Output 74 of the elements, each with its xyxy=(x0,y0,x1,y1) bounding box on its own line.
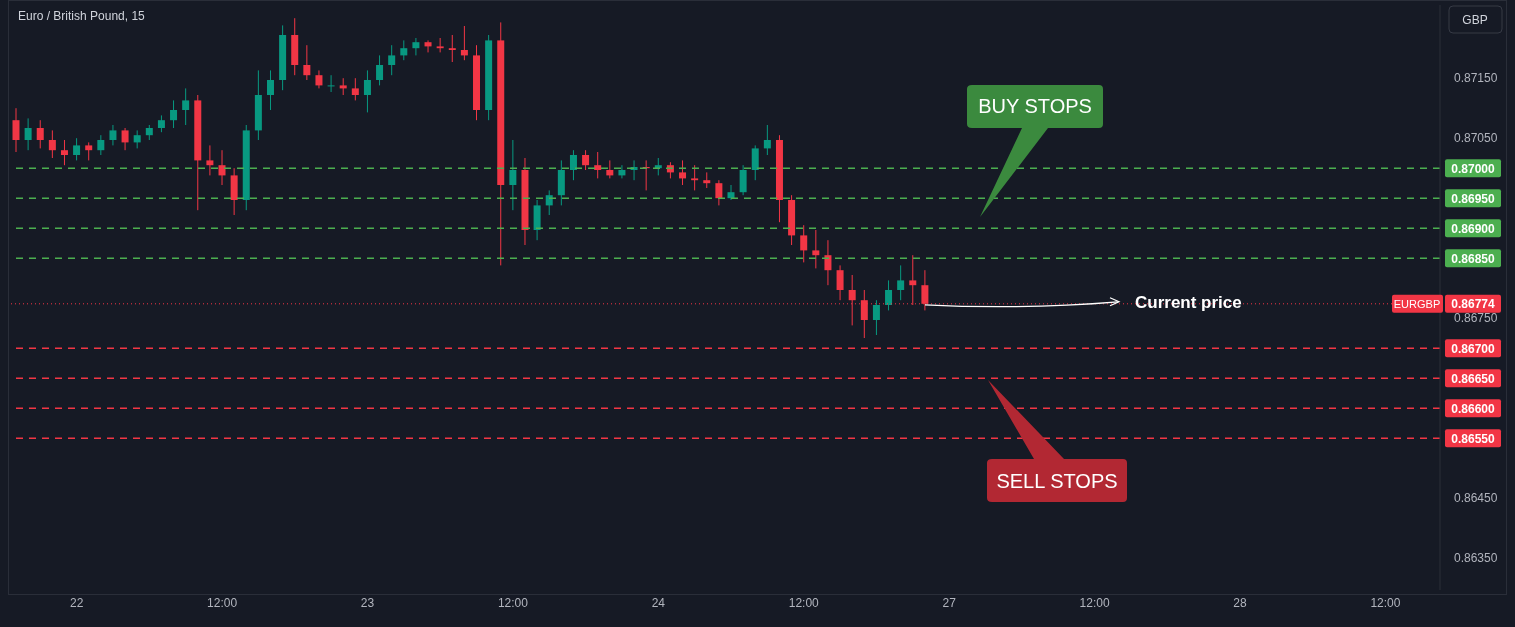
candlestick xyxy=(351,77,359,101)
candlestick xyxy=(448,34,456,63)
x-tick-label: 27 xyxy=(942,595,957,610)
candlestick xyxy=(739,164,747,196)
ref-line-label: 0.86600 xyxy=(1451,401,1496,416)
candlestick xyxy=(715,179,723,206)
x-tick-label: 12:00 xyxy=(497,595,529,610)
candlestick xyxy=(679,159,687,186)
x-tick-label: 12:00 xyxy=(1370,595,1401,610)
candlestick xyxy=(388,44,396,76)
x-tick-label: 12:00 xyxy=(1079,595,1110,610)
candlestick xyxy=(48,129,56,159)
y-tick-label: 0.87050 xyxy=(1454,131,1498,146)
chart-title: Euro / British Pound, 15 xyxy=(18,9,145,23)
candlestick xyxy=(763,124,771,156)
candlestick xyxy=(218,149,226,186)
candlestick xyxy=(691,164,699,191)
candlestick xyxy=(800,224,808,263)
annotation: Current price xyxy=(1135,292,1242,312)
candlestick xyxy=(327,74,335,93)
ref-line-label: 0.86950 xyxy=(1451,191,1496,206)
candlestick xyxy=(727,184,735,201)
x-tick-label: 28 xyxy=(1233,595,1248,610)
candlestick xyxy=(97,134,105,156)
candlestick xyxy=(12,107,20,153)
y-tick-label: 0.86350 xyxy=(1454,551,1498,566)
candlestick xyxy=(73,137,81,161)
candlestick xyxy=(206,144,214,176)
annotation: BUY STOPS xyxy=(978,95,1092,117)
candlestick xyxy=(24,117,32,151)
candlestick xyxy=(376,54,384,86)
candlestick xyxy=(266,69,274,111)
y-tick-label: 0.86750 xyxy=(1454,311,1498,326)
ref-line-label: 0.86900 xyxy=(1451,221,1496,236)
candlestick xyxy=(582,149,590,171)
candlestick xyxy=(36,119,44,149)
candlestick xyxy=(182,87,190,126)
y-tick-label: 0.87150 xyxy=(1454,71,1498,86)
candlestick xyxy=(60,139,68,166)
ref-line-label: 0.86550 xyxy=(1451,431,1496,446)
ref-line-label: 0.86850 xyxy=(1451,251,1496,266)
ref-line-label: 0.86650 xyxy=(1451,371,1496,386)
annotation: EURGBP xyxy=(1393,297,1441,310)
candlestick xyxy=(885,279,893,311)
candlestick xyxy=(812,229,820,269)
candlestick xyxy=(460,25,468,61)
x-tick-label: 22 xyxy=(69,595,84,610)
y-tick-label: 0.86450 xyxy=(1454,491,1498,506)
ref-line-label: 0.87000 xyxy=(1451,161,1496,176)
candlestick xyxy=(618,164,626,179)
x-tick-label: 24 xyxy=(651,595,666,610)
x-tick-label: 23 xyxy=(360,595,375,610)
candlestick xyxy=(594,151,602,179)
ref-line-label: 0.86774 xyxy=(1451,297,1496,312)
candlestick xyxy=(121,127,129,151)
candlestick xyxy=(751,144,759,181)
candlestick xyxy=(363,69,371,113)
ref-line-label: 0.86700 xyxy=(1451,341,1496,356)
candlestick xyxy=(412,37,420,56)
x-tick-label: 12:00 xyxy=(207,595,238,610)
candlestick xyxy=(824,239,832,286)
candlestick xyxy=(303,44,311,81)
candlestick xyxy=(400,39,408,61)
candlestick xyxy=(872,299,880,336)
candlestick xyxy=(109,124,117,146)
text: GBP xyxy=(1462,13,1488,27)
candlestick xyxy=(509,139,517,211)
candlestick xyxy=(836,264,844,301)
candlestick xyxy=(424,39,432,53)
annotation: SELL STOPS xyxy=(996,470,1118,492)
candlestick xyxy=(897,264,905,301)
candlestick xyxy=(170,99,178,129)
candlestick xyxy=(569,149,577,181)
x-tick-label: 12:00 xyxy=(788,595,820,610)
